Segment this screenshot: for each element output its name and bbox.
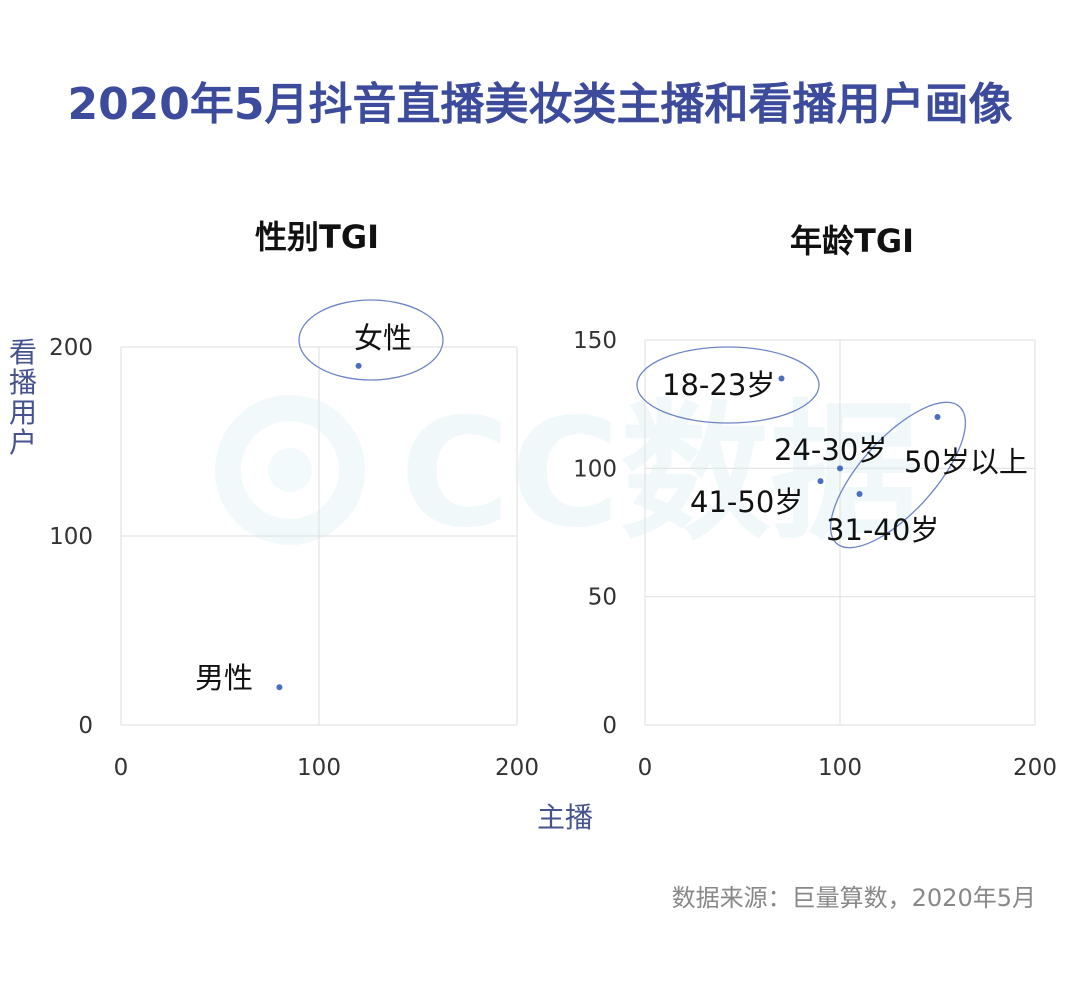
- data-point-label: 女性: [354, 321, 412, 355]
- highlight-ellipse: [298, 299, 444, 381]
- data-point: [934, 414, 941, 420]
- data-point-label: 50岁以上: [904, 445, 1028, 479]
- x-tick-label: 0: [114, 755, 129, 781]
- x-tick-label: 100: [818, 755, 862, 781]
- y-tick-label: 0: [602, 713, 617, 739]
- page-title: 2020年5月抖音直播美妆类主播和看播用户画像: [67, 79, 1013, 130]
- chart-title-gender: 性别TGI: [254, 218, 379, 256]
- data-point-label: 41-50岁: [690, 485, 803, 519]
- data-point-label: 31-40岁: [826, 513, 939, 547]
- y-tick-label: 100: [49, 524, 93, 550]
- data-point-label: 24-30岁: [774, 433, 887, 467]
- x-tick-label: 0: [638, 755, 653, 781]
- data-point: [355, 362, 362, 369]
- y-tick-label: 0: [78, 713, 93, 739]
- y-axis-label: 看播用户: [8, 336, 37, 459]
- data-point-label: 男性: [195, 661, 253, 695]
- data-point: [817, 478, 824, 485]
- x-tick-label: 100: [297, 755, 341, 781]
- data-point-label: 18-23岁: [662, 368, 775, 402]
- y-tick-label: 200: [49, 335, 93, 361]
- x-axis-label: 主播: [536, 801, 593, 834]
- x-tick-label: 200: [1013, 755, 1057, 781]
- highlight-ellipse: [829, 401, 967, 549]
- data-point: [778, 375, 785, 382]
- x-tick-label: 200: [495, 755, 539, 781]
- data-point: [856, 491, 863, 497]
- data-point: [276, 684, 283, 691]
- chart-title-age: 年龄TGI: [789, 222, 914, 260]
- y-tick-label: 100: [573, 456, 617, 482]
- data-point: [837, 465, 843, 472]
- y-tick-label: 50: [588, 585, 617, 611]
- source-note: 数据来源：巨量算数，2020年5月: [671, 884, 1036, 912]
- highlight-ellipse: [636, 346, 820, 424]
- y-tick-label: 150: [573, 328, 617, 354]
